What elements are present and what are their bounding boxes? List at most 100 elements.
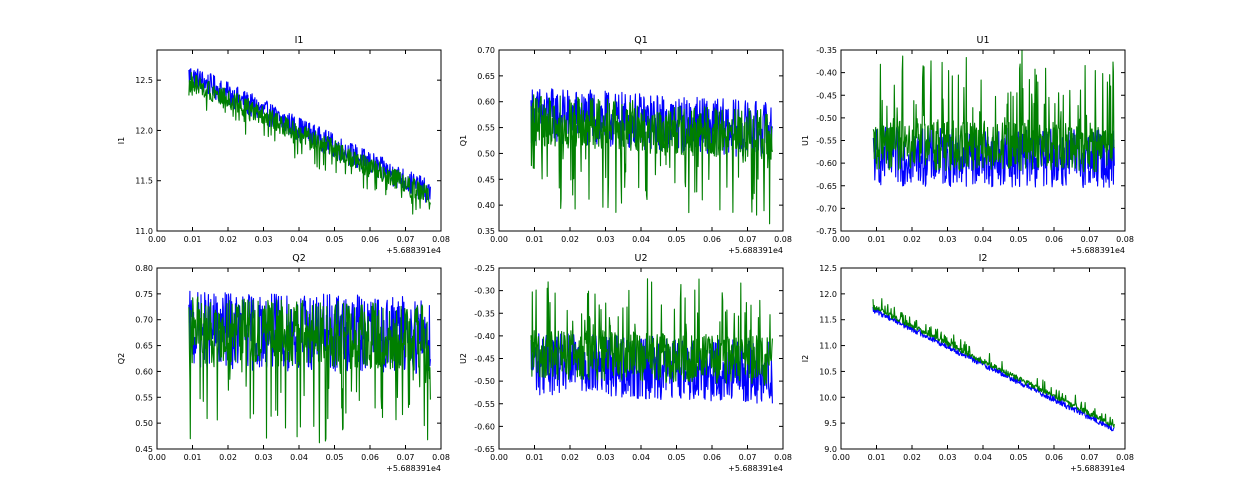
series-line-2 — [188, 296, 431, 444]
subplot-q1: 0.00 0.01 0.02 0.03 0.04 0.05 0.06 0.07 0.08 0.35… — [459, 35, 792, 255]
subplot-title: I2 — [979, 253, 988, 264]
x-tick-label: 0.04 — [290, 235, 308, 244]
y-tick-label: -0.55 — [474, 400, 495, 409]
subplot-title: Q1 — [634, 35, 648, 46]
x-tick-label: 0.00 — [832, 235, 850, 244]
y-tick-label: -0.35 — [474, 309, 495, 318]
x-tick-label: 0.00 — [490, 235, 508, 244]
x-tick-label: 0.08 — [1116, 453, 1134, 462]
y-tick-label: 0.45 — [135, 445, 153, 454]
x-tick-label: 0.08 — [432, 453, 450, 462]
y-tick-label: 0.70 — [135, 316, 153, 325]
y-tick-label: 0.60 — [477, 98, 495, 107]
x-tick-label: 0.02 — [219, 235, 237, 244]
x-tick-label: 0.01 — [526, 453, 544, 462]
x-tick-label: 0.07 — [739, 235, 757, 244]
y-tick-label: -0.35 — [816, 46, 837, 55]
y-tick-label: 12.0 — [135, 126, 153, 135]
plot-area-i2 — [872, 298, 1115, 432]
x-tick-label: 0.02 — [561, 235, 579, 244]
series-line-2 — [530, 278, 773, 386]
y-tick-label: 10.0 — [819, 393, 837, 402]
subplot-title: Q2 — [292, 253, 306, 264]
x-tick-label: 0.06 — [1045, 235, 1063, 244]
x-offset-label: +5.688391e4 — [728, 246, 783, 255]
x-tick-label: 0.05 — [1010, 453, 1028, 462]
x-tick-label: 0.01 — [184, 235, 202, 244]
y-tick-label: 12.5 — [135, 76, 153, 85]
x-tick-label: 0.04 — [974, 235, 992, 244]
y-tick-label: 0.35 — [477, 227, 495, 236]
subplot-u1: 0.00 0.01 0.02 0.03 0.04 0.05 0.06 0.07 0.08 -0.7… — [801, 35, 1134, 255]
y-tick-label: -0.50 — [816, 114, 837, 123]
plot-area-q2 — [188, 290, 431, 444]
x-tick-label: 0.06 — [1045, 453, 1063, 462]
y-tick-label: -0.70 — [816, 204, 837, 213]
y-axis-label: I2 — [801, 355, 810, 362]
y-tick-label: 12.5 — [819, 264, 837, 273]
axes-frame — [840, 267, 1126, 450]
x-offset-label: +5.688391e4 — [728, 464, 783, 473]
plot-area-q1 — [530, 88, 773, 225]
y-axis-label: Q2 — [117, 353, 126, 364]
x-tick-label: 0.02 — [903, 453, 921, 462]
y-tick-label: 0.60 — [135, 367, 153, 376]
y-tick-label: 0.45 — [477, 175, 495, 184]
x-tick-label: 0.01 — [184, 453, 202, 462]
y-axis-label: Q1 — [459, 135, 468, 146]
y-tick-label: 0.55 — [477, 124, 495, 133]
x-tick-label: 0.06 — [361, 235, 379, 244]
subplot-title: I1 — [295, 35, 304, 46]
y-tick-label: -0.45 — [474, 355, 495, 364]
y-tick-label: -0.55 — [816, 137, 837, 146]
x-tick-label: 0.08 — [774, 235, 792, 244]
x-tick-label: 0.04 — [632, 235, 650, 244]
x-tick-label: 0.05 — [1010, 235, 1028, 244]
y-tick-label: -0.75 — [816, 227, 837, 236]
y-tick-label: -0.40 — [816, 69, 837, 78]
y-axis-label: U2 — [459, 353, 468, 364]
x-offset-label: +5.688391e4 — [1070, 464, 1125, 473]
y-tick-label: 0.50 — [477, 149, 495, 158]
y-tick-label: 11.0 — [135, 227, 153, 236]
y-tick-label: -0.30 — [474, 287, 495, 296]
y-tick-label: 0.40 — [477, 201, 495, 210]
x-tick-label: 0.05 — [326, 453, 344, 462]
subplot-i1: 0.00 0.01 0.02 0.03 0.04 0.05 0.06 0.07 0.08 11.0… — [117, 35, 450, 255]
x-offset-label: +5.688391e4 — [1070, 246, 1125, 255]
series-line-2 — [530, 94, 773, 225]
x-tick-label: 0.06 — [703, 235, 721, 244]
y-tick-label: -0.65 — [474, 445, 495, 454]
y-tick-label: 0.50 — [135, 419, 153, 428]
y-tick-label: 0.65 — [477, 72, 495, 81]
y-tick-label: -0.40 — [474, 332, 495, 341]
y-tick-label: -0.25 — [474, 264, 495, 273]
subplot-title: U2 — [635, 253, 648, 264]
y-tick-label: 9.5 — [824, 419, 837, 428]
x-tick-label: 0.07 — [397, 453, 415, 462]
x-tick-label: 0.07 — [1081, 453, 1099, 462]
x-tick-label: 0.00 — [832, 453, 850, 462]
y-tick-label: 11.0 — [819, 342, 837, 351]
x-tick-label: 0.03 — [255, 453, 273, 462]
x-tick-label: 0.02 — [561, 453, 579, 462]
x-tick-label: 0.07 — [1081, 235, 1099, 244]
x-offset-label: +5.688391e4 — [386, 246, 441, 255]
series-line-1 — [872, 306, 1115, 432]
y-tick-label: 0.65 — [135, 342, 153, 351]
y-tick-label: 0.80 — [135, 264, 153, 273]
plot-area-u1 — [872, 50, 1115, 189]
x-tick-label: 0.03 — [597, 235, 615, 244]
x-tick-label: 0.06 — [703, 453, 721, 462]
y-tick-label: 11.5 — [135, 177, 153, 186]
x-tick-label: 0.08 — [432, 235, 450, 244]
y-tick-label: 9.0 — [824, 445, 837, 454]
x-offset-label: +5.688391e4 — [386, 464, 441, 473]
subplot-q2: 0.00 0.01 0.02 0.03 0.04 0.05 0.06 0.07 0.08 0.45… — [117, 253, 450, 473]
x-tick-label: 0.05 — [326, 235, 344, 244]
y-tick-label: 0.70 — [477, 46, 495, 55]
x-tick-label: 0.05 — [668, 235, 686, 244]
subplot-u2: 0.00 0.01 0.02 0.03 0.04 0.05 0.06 0.07 0.08 -0.6… — [459, 253, 792, 473]
x-tick-label: 0.05 — [668, 453, 686, 462]
y-tick-label: -0.60 — [816, 159, 837, 168]
